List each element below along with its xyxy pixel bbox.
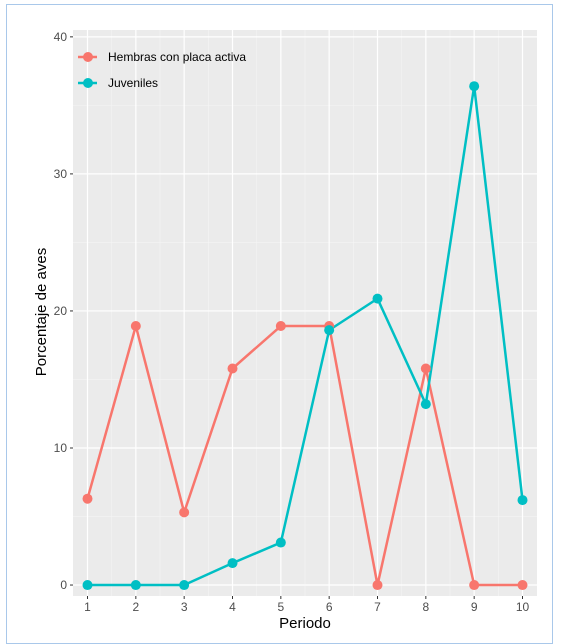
data-point-1-9 [518,495,528,505]
data-point-1-0 [83,580,93,590]
legend-label-hembras: Hembras con placa activa [108,50,246,64]
data-point-0-4 [276,321,286,331]
data-point-1-4 [276,538,286,548]
y-tick-label: 0 [60,578,67,592]
data-point-1-5 [324,325,334,335]
x-tick-label: 2 [132,600,139,614]
data-point-0-7 [421,364,431,374]
y-axis-title: Porcentaje de aves [33,248,50,376]
data-point-1-1 [131,580,141,590]
data-point-0-8 [469,580,479,590]
data-point-1-2 [179,580,189,590]
x-tick-label: 4 [229,600,236,614]
x-tick-label: 10 [516,600,530,614]
y-tick-label: 20 [54,304,68,318]
x-tick-label: 3 [181,600,188,614]
data-point-1-7 [421,399,431,409]
data-point-0-2 [179,507,189,517]
data-point-0-6 [373,580,383,590]
legend-label-juveniles: Juveniles [108,76,158,90]
x-tick-label: 9 [471,600,478,614]
x-tick-label: 1 [84,600,91,614]
data-point-1-3 [228,558,238,568]
x-tick-label: 6 [326,600,333,614]
x-tick-label: 8 [422,600,429,614]
data-point-0-3 [228,364,238,374]
y-tick-label: 30 [54,167,68,181]
y-tick-label: 40 [54,30,68,44]
x-axis-title: Periodo [279,615,331,632]
data-point-0-1 [131,321,141,331]
x-axis: 1 2 3 4 5 6 7 8 9 10 [84,596,529,614]
data-point-0-9 [518,580,528,590]
data-point-1-6 [373,294,383,304]
data-point-0-0 [83,494,93,504]
data-point-1-8 [469,81,479,91]
x-tick-label: 7 [374,600,381,614]
y-axis: 0 10 20 30 40 [54,30,73,592]
y-tick-label: 10 [54,441,68,455]
x-tick-label: 5 [277,600,284,614]
